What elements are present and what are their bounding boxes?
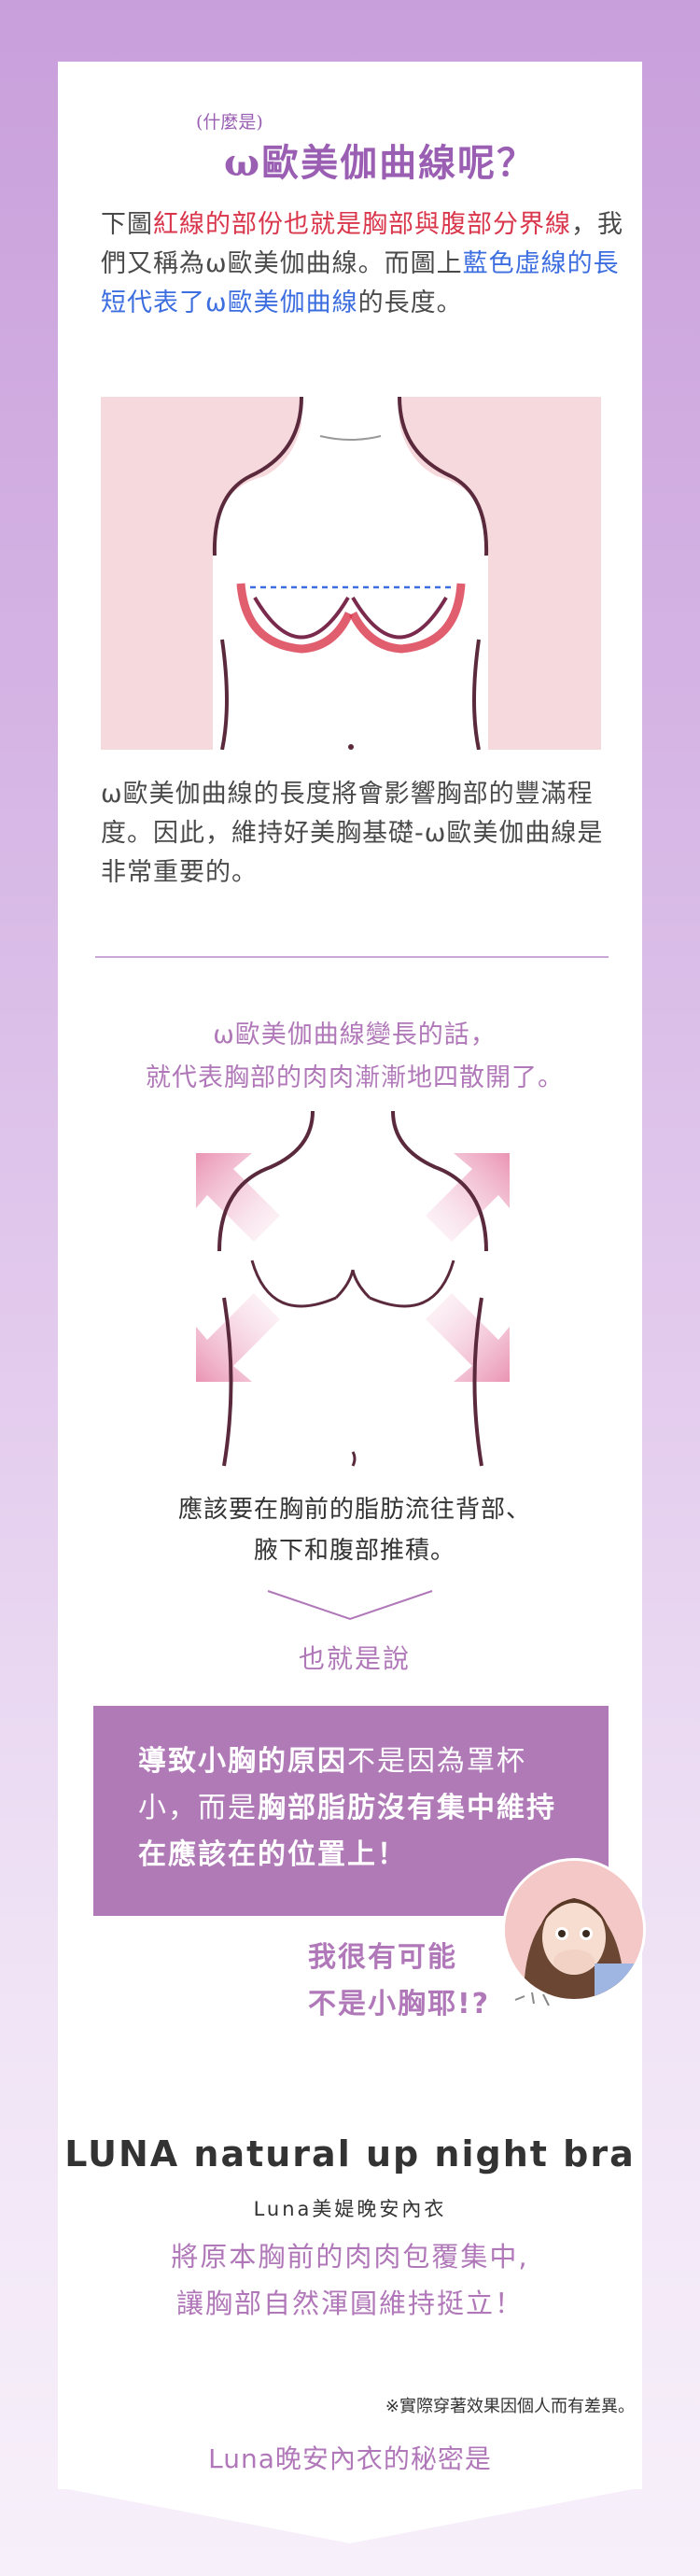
intro-segment: ，我們又稱為ω歐美伽曲線。而圖上	[101, 210, 623, 278]
spread-heading: ω歐美伽曲線變長的話， 就代表胸部的肉肉漸漸地四散開了。	[93, 1014, 616, 1100]
intro-segment: 藍色虛線的長短代表了ω歐美伽曲線	[101, 249, 620, 317]
arrow-bottom-right-icon	[426, 1293, 514, 1382]
surprise-marks-icon	[511, 1987, 558, 2013]
highlight-segment: 導致小胸的原因	[138, 1745, 347, 1778]
highlight-text: 導致小胸的原因不是因為罩杯小，而是胸部脂肪沒有集中維持在應該在的位置上！	[138, 1738, 567, 1879]
highlight-segment: 胸部脂肪沒有集中維持在應該在的位置上！	[138, 1792, 556, 1871]
quote-line2: 不是小胸耶!?	[308, 1988, 491, 2020]
fat-flow-line1: 應該要在胸前的脂肪流往背部、	[177, 1496, 531, 1524]
arrow-bottom-left-icon	[191, 1293, 280, 1382]
card-bottom-notch	[58, 2487, 642, 2543]
that-is-label: 也就是說	[298, 1643, 411, 1674]
secret-heading: Luna晚安內衣的秘密是	[208, 2443, 492, 2474]
surprise-quote: 我很有可能 不是小胸耶!?	[308, 1935, 490, 2028]
omega-importance-paragraph: ω歐美伽曲線的長度將會影響胸部的豐滿程度。因此，維持好美胸基礎-ω歐美伽曲線是非…	[101, 780, 604, 887]
product-title: LUNA natural up night bra	[64, 2133, 636, 2175]
intro-segment: 下圖	[101, 210, 153, 239]
section-title: ω歐美伽曲線呢？	[224, 141, 537, 185]
intro-segment: 的長度。	[357, 289, 463, 317]
section-divider	[95, 956, 609, 958]
spread-illustration	[191, 1110, 514, 1475]
fat-flow-paragraph: 應該要在胸前的脂肪流往背部、 腋下和腹部推積。	[93, 1489, 616, 1571]
omega-curve-illustration	[101, 396, 601, 751]
disclaimer-note: ※實際穿著效果因個人而有差異。	[385, 2397, 635, 2416]
avatar	[502, 1858, 646, 2002]
fat-flow-line2: 腋下和腹部推積。	[253, 1537, 455, 1565]
product-subtitle: Luna美媞晚安內衣	[253, 2198, 447, 2220]
product-desc-line2: 讓胸部自然渾圓維持挺立！	[175, 2287, 524, 2319]
title-prefix: (什麼是)	[196, 112, 263, 133]
quote-line1: 我很有可能	[308, 1941, 457, 1974]
highlight-segment: 不是因為罩杯小，而是	[138, 1745, 526, 1824]
product-desc-line1: 將原本胸前的肉肉包覆集中,	[171, 2241, 529, 2273]
arrow-top-right-icon	[426, 1153, 514, 1242]
intro-paragraph: 下圖紅線的部份也就是胸部與腹部分界線，我們又稱為ω歐美伽曲線。而圖上藍色虛線的長…	[101, 205, 623, 323]
intro-segment: 紅線的部份也就是胸部與腹部分界線	[153, 210, 571, 239]
chevron-down-icon	[266, 1587, 434, 1625]
spread-heading-line1: ω歐美伽曲線變長的話，	[213, 1021, 497, 1049]
spread-heading-line2: 就代表胸部的肉肉漸漸地四散開了。	[146, 1063, 564, 1092]
arrow-top-left-icon	[191, 1153, 280, 1242]
product-description: 將原本胸前的肉肉包覆集中, 讓胸部自然渾圓維持挺立！	[58, 2233, 642, 2327]
